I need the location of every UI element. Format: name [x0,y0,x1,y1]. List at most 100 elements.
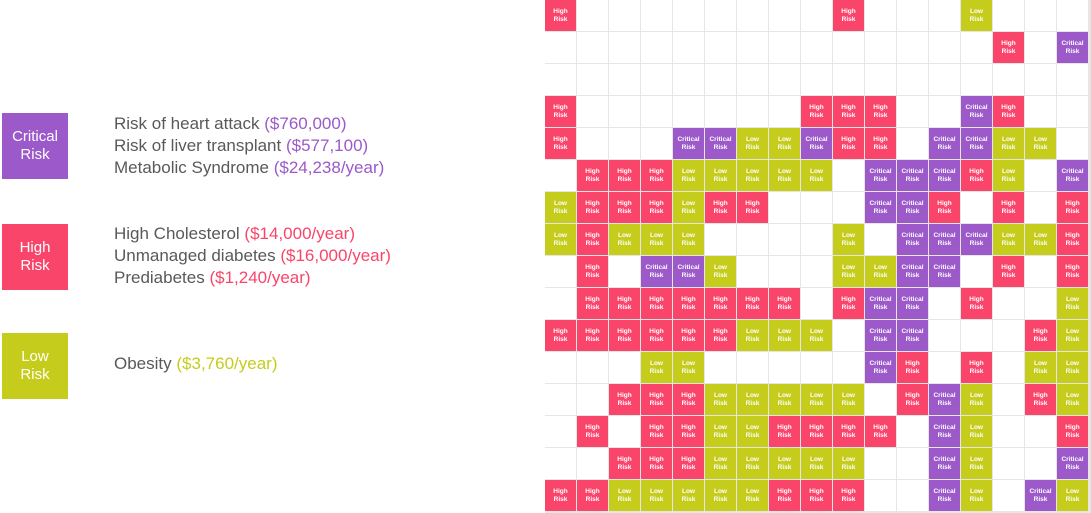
empty-cell [769,224,800,255]
empty-cell [897,32,928,63]
high-risk-cell: High Risk [833,96,864,127]
high-risk-cell: High Risk [801,416,832,447]
high-risk-cell: High Risk [577,160,608,191]
critical-risk-cell: Critical Risk [961,224,992,255]
critical-risk-cell: Critical Risk [1057,160,1088,191]
empty-cell [769,0,800,31]
empty-cell [737,96,768,127]
low-risk-cell: Low Risk [993,160,1024,191]
empty-cell [545,32,576,63]
low-risk-cell: Low Risk [737,384,768,415]
high-risk-cell: High Risk [833,128,864,159]
high-risk-cell: High Risk [545,480,576,511]
empty-cell [993,416,1024,447]
empty-cell [577,0,608,31]
high-risk-cell: High Risk [993,32,1024,63]
critical-risk-cell: Critical Risk [897,320,928,351]
legend-item: Prediabetes ($1,240/year) [114,267,391,289]
low-risk-cell: Low Risk [961,416,992,447]
legend-text-high: High Cholesterol ($14,000/year) Unmanage… [114,223,391,289]
empty-cell [577,96,608,127]
empty-cell [545,352,576,383]
empty-cell [609,32,640,63]
empty-cell [609,416,640,447]
risk-cost: ($1,240/year) [209,268,311,287]
empty-cell [705,32,736,63]
high-risk-cell: High Risk [577,480,608,511]
high-risk-cell: High Risk [833,288,864,319]
legend: Critical Risk Risk of heart attack ($760… [0,0,540,513]
empty-cell [609,256,640,287]
risk-cost: ($3,760/year) [176,354,278,373]
low-risk-cell: Low Risk [769,160,800,191]
empty-cell [1025,0,1056,31]
empty-cell [577,32,608,63]
critical-risk-cell: Critical Risk [673,128,704,159]
high-risk-cell: High Risk [1057,416,1088,447]
empty-cell [705,352,736,383]
risk-cost: ($760,000) [264,114,347,133]
empty-cell [961,320,992,351]
critical-risk-cell: Critical Risk [929,160,960,191]
empty-cell [769,96,800,127]
low-risk-cell: Low Risk [769,384,800,415]
low-risk-cell: Low Risk [1057,384,1088,415]
empty-cell [545,256,576,287]
high-risk-cell: High Risk [833,0,864,31]
low-risk-cell: Low Risk [705,256,736,287]
empty-cell [769,256,800,287]
empty-cell [609,96,640,127]
empty-cell [865,384,896,415]
empty-cell [737,32,768,63]
low-risk-cell: Low Risk [993,128,1024,159]
empty-cell [673,0,704,31]
low-risk-cell: Low Risk [641,352,672,383]
empty-cell [1025,64,1056,95]
critical-risk-cell: Critical Risk [865,160,896,191]
critical-risk-cell: Critical Risk [897,288,928,319]
empty-cell [897,96,928,127]
empty-cell [865,224,896,255]
high-risk-cell: High Risk [609,192,640,223]
empty-cell [993,0,1024,31]
low-risk-cell: Low Risk [1025,352,1056,383]
high-risk-cell: High Risk [865,96,896,127]
high-risk-cell: High Risk [673,288,704,319]
empty-cell [609,352,640,383]
low-risk-cell: Low Risk [673,192,704,223]
risk-name: High Cholesterol [114,224,240,243]
empty-cell [769,32,800,63]
low-risk-cell: Low Risk [961,384,992,415]
low-risk-cell: Low Risk [961,448,992,479]
high-risk-cell: High Risk [577,416,608,447]
low-risk-cell: Low Risk [737,320,768,351]
empty-cell [705,0,736,31]
low-risk-cell: Low Risk [865,256,896,287]
low-risk-cell: Low Risk [801,448,832,479]
high-risk-cell: High Risk [609,288,640,319]
low-risk-cell: Low Risk [833,224,864,255]
empty-cell [897,64,928,95]
critical-risk-cell: Critical Risk [865,288,896,319]
high-risk-cell: High Risk [609,384,640,415]
empty-cell [1025,416,1056,447]
risk-name: Prediabetes [114,268,205,287]
empty-cell [545,448,576,479]
low-risk-cell: Low Risk [769,128,800,159]
empty-cell [961,64,992,95]
low-risk-cell: Low Risk [705,448,736,479]
critical-risk-cell: Critical Risk [1057,32,1088,63]
high-risk-cell: High Risk [801,480,832,511]
empty-cell [737,64,768,95]
high-risk-cell: High Risk [897,352,928,383]
legend-item: Obesity ($3,760/year) [114,353,278,375]
empty-cell [929,352,960,383]
low-risk-cell: Low Risk [609,224,640,255]
empty-cell [673,96,704,127]
empty-cell [929,64,960,95]
low-risk-cell: Low Risk [1057,320,1088,351]
critical-risk-cell: Critical Risk [865,320,896,351]
empty-cell [993,320,1024,351]
low-risk-cell: Low Risk [673,224,704,255]
high-risk-cell: High Risk [673,448,704,479]
